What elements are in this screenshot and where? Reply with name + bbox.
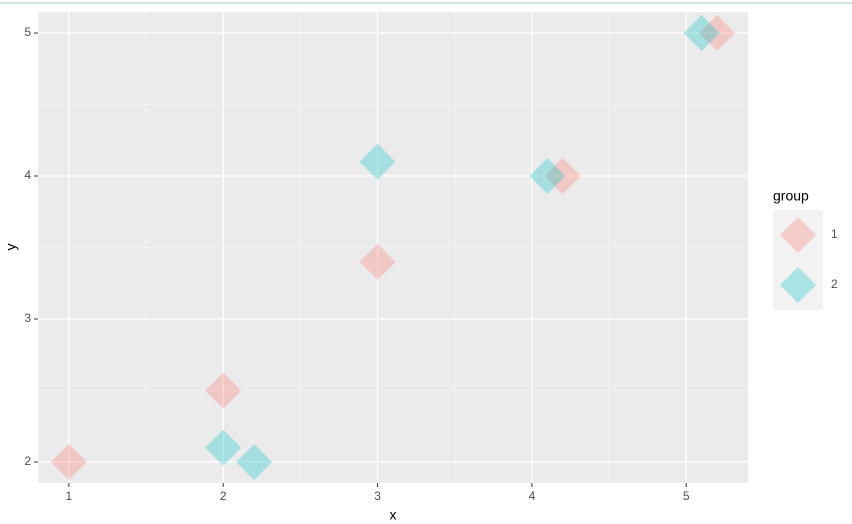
point (529, 158, 566, 195)
x-tick-label: 1 (66, 489, 73, 503)
x-tick-label: 4 (529, 489, 536, 503)
y-axis-label: y (3, 244, 19, 251)
x-axis-label: x (390, 507, 397, 523)
y-tick-label: 2 (24, 454, 31, 468)
x-tick-label: 3 (374, 489, 381, 503)
y-tick-label: 5 (24, 25, 31, 39)
legend-label: 2 (831, 277, 838, 291)
legend-key (780, 217, 816, 253)
legend-key (780, 267, 816, 303)
x-tick-label: 5 (683, 489, 690, 503)
legend-title: group (773, 188, 809, 204)
legend-label: 1 (831, 227, 838, 241)
y-tick-label: 4 (24, 168, 31, 182)
y-tick-label: 3 (24, 311, 31, 325)
point (683, 15, 720, 52)
point (544, 158, 581, 195)
point (50, 443, 87, 480)
point (205, 372, 242, 409)
point (236, 443, 273, 480)
grid (38, 12, 748, 483)
points (50, 15, 736, 480)
point (359, 143, 396, 180)
legend-key-background (773, 210, 823, 310)
x-tick-label: 2 (220, 489, 227, 503)
point (699, 15, 736, 52)
point (205, 429, 242, 466)
point (359, 243, 396, 280)
